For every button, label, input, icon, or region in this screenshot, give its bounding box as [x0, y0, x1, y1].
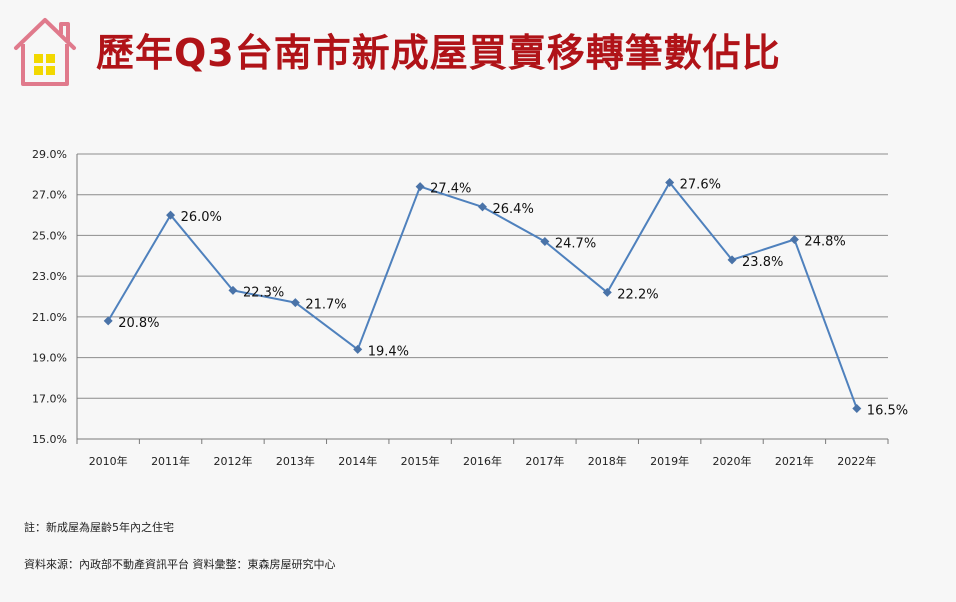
y-tick-label: 23.0%	[32, 270, 67, 283]
x-tick-label: 2013年	[276, 454, 315, 468]
data-label: 26.4%	[493, 202, 534, 217]
y-tick-label: 25.0%	[32, 229, 67, 242]
data-point-marker	[166, 210, 176, 220]
data-point-marker	[228, 285, 238, 295]
x-tick-label: 2021年	[775, 454, 814, 468]
data-label: 27.6%	[680, 178, 721, 193]
x-tick-label: 2016年	[463, 454, 502, 468]
data-label: 21.7%	[305, 298, 346, 313]
data-label: 23.8%	[742, 255, 783, 270]
data-label: 22.2%	[617, 287, 658, 302]
data-label: 27.4%	[430, 182, 471, 197]
data-point-marker	[540, 237, 550, 247]
data-label: 22.3%	[243, 285, 284, 300]
y-tick-label: 15.0%	[32, 433, 67, 446]
data-label: 26.0%	[181, 210, 222, 225]
x-tick-label: 2022年	[837, 454, 876, 468]
y-tick-label: 17.0%	[32, 392, 67, 405]
data-label: 20.8%	[118, 316, 159, 331]
data-point-marker	[852, 403, 862, 413]
data-point-marker	[415, 182, 425, 192]
footnote: 註：新成屋為屋齡5年內之住宅	[24, 521, 174, 534]
page-title: 歷年Q3台南市新成屋買賣移轉筆數佔比	[96, 31, 781, 75]
x-tick-label: 2014年	[338, 454, 377, 468]
data-point-marker	[789, 235, 799, 244]
x-tick-label: 2018年	[588, 454, 627, 468]
x-tick-label: 2019年	[650, 454, 689, 468]
x-tick-label: 2015年	[401, 454, 440, 468]
y-tick-label: 19.0%	[32, 352, 67, 365]
house-logo-icon	[14, 18, 76, 86]
data-label: 24.8%	[804, 235, 845, 250]
data-point-marker	[353, 344, 363, 354]
x-tick-label: 2020年	[713, 454, 752, 468]
data-point-marker	[665, 178, 675, 187]
x-tick-label: 2010年	[89, 454, 128, 468]
data-label: 19.4%	[368, 344, 409, 359]
y-tick-label: 21.0%	[32, 311, 67, 324]
data-point-marker	[478, 202, 487, 212]
data-point-marker	[290, 298, 300, 308]
source-note: 資料來源：內政部不動產資訊平台 資料彙整：東森房屋研究中心	[24, 558, 336, 571]
x-tick-label: 2017年	[525, 454, 564, 468]
data-point-marker	[602, 287, 612, 297]
x-tick-label: 2012年	[213, 454, 252, 468]
x-tick-label: 2011年	[151, 454, 190, 468]
data-label: 24.7%	[555, 237, 596, 252]
y-tick-label: 27.0%	[32, 189, 67, 202]
y-tick-label: 29.0%	[32, 148, 67, 161]
data-label: 16.5%	[867, 403, 908, 418]
data-point-marker	[103, 316, 113, 326]
data-point-marker	[727, 255, 737, 265]
